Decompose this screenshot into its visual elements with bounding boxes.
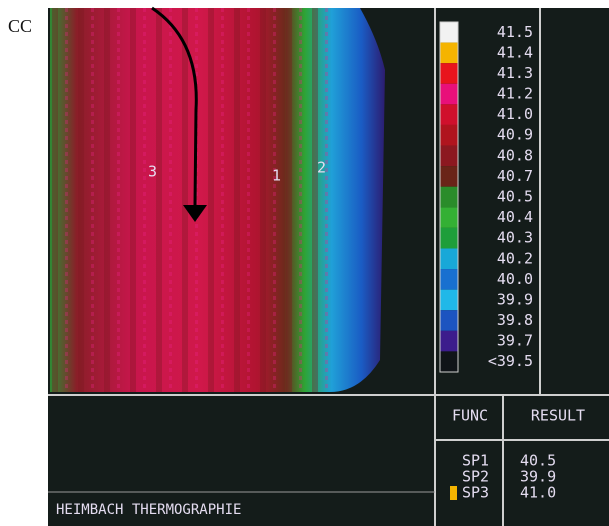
scale-swatch (440, 269, 458, 290)
scale-swatch (440, 207, 458, 228)
corner-label: CC (8, 16, 32, 36)
scale-swatch (440, 310, 458, 331)
scale-swatch (440, 351, 458, 372)
scale-swatch (440, 43, 458, 64)
scale-swatch (440, 166, 458, 187)
scale-label: <39.5 (488, 352, 533, 370)
spot-marker: 3 (148, 163, 157, 181)
scale-swatch (440, 228, 458, 249)
scale-label: 40.8 (497, 146, 533, 164)
thermogram-screen: CC 3 1 2 FUNC RESULT HEIMBACH THERMOGRAP… (0, 0, 609, 526)
scale-label: 40.4 (497, 208, 533, 226)
table-header: RESULT (531, 407, 585, 425)
scale-label: 41.0 (497, 105, 533, 123)
scale-swatch (440, 104, 458, 125)
scale-swatch (440, 84, 458, 105)
scale-label: 41.4 (497, 43, 533, 61)
scale-label: 40.2 (497, 249, 533, 267)
scale-label: 39.9 (497, 290, 533, 308)
scale-swatch (440, 331, 458, 352)
scale-label: 40.3 (497, 229, 533, 247)
scale-swatch (440, 187, 458, 208)
scale-label: 40.0 (497, 270, 533, 288)
spot-marker: 2 (317, 159, 326, 177)
scale-label: 40.5 (497, 188, 533, 206)
spot-name: SP3 (462, 484, 489, 502)
scale-label: 41.5 (497, 23, 533, 41)
spot-result: 41.0 (520, 484, 556, 502)
scale-label: 39.7 (497, 332, 533, 350)
scale-swatch (440, 146, 458, 167)
thermal-texture (50, 8, 330, 392)
scale-label: 39.8 (497, 311, 533, 329)
scale-label: 41.2 (497, 85, 533, 103)
scale-label: 40.7 (497, 167, 533, 185)
selection-marker (450, 486, 457, 500)
scale-swatch (440, 63, 458, 84)
scale-swatch (440, 290, 458, 311)
scale-swatch (440, 22, 458, 43)
scale-label: 40.9 (497, 126, 533, 144)
scale-swatch (440, 248, 458, 269)
scale-swatch (440, 125, 458, 146)
scale-label: 41.3 (497, 64, 533, 82)
footer-label: HEIMBACH THERMOGRAPHIE (56, 502, 241, 518)
spot-marker: 1 (272, 167, 281, 185)
table-header: FUNC (452, 407, 488, 425)
